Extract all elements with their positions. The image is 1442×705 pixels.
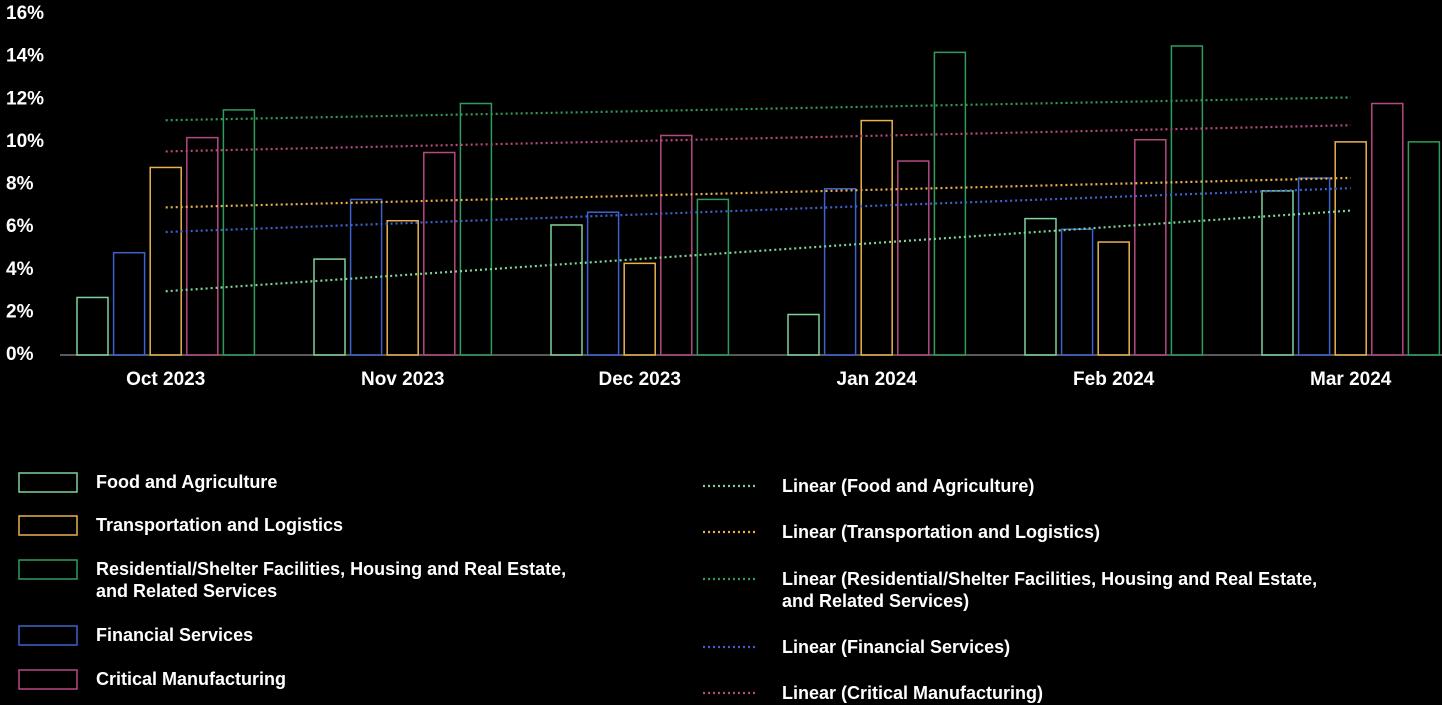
bar [1060, 228, 1094, 356]
x-tick-label: Mar 2024 [1310, 369, 1392, 390]
bar [897, 160, 930, 356]
trendline [165, 209, 1351, 293]
bar [586, 211, 620, 356]
trendline [165, 124, 1351, 153]
legend-label: Critical Manufacturing [96, 669, 287, 689]
trendline [165, 187, 1351, 234]
y-tick-label: 8% [6, 174, 34, 195]
y-tick-label: 4% [6, 259, 34, 280]
bar [823, 188, 857, 356]
x-tick-label: Dec 2023 [598, 369, 680, 390]
legend-label: Financial Services [96, 625, 254, 645]
bar [222, 109, 256, 356]
bar [1024, 217, 1057, 356]
bar [1407, 141, 1441, 356]
y-tick-label: 10% [6, 131, 44, 152]
bar [1097, 241, 1130, 356]
x-tick-label: Oct 2023 [126, 369, 205, 390]
bar [386, 219, 419, 356]
bar [1371, 102, 1404, 356]
y-tick-label: 0% [6, 344, 34, 365]
legend-trend-label: Linear (Financial Services) [782, 637, 1011, 657]
bar [1334, 141, 1367, 356]
y-tick-label: 6% [6, 216, 34, 237]
legend-swatch [18, 669, 78, 690]
x-tick-label: Jan 2024 [837, 369, 918, 390]
legend-trend-label: Linear (Critical Manufacturing) [782, 683, 1044, 703]
bar [186, 136, 219, 356]
bar [1261, 190, 1294, 356]
bar [550, 224, 583, 356]
y-tick-label: 12% [6, 88, 44, 109]
y-tick-label: 14% [6, 46, 44, 67]
bar [860, 119, 893, 356]
bar [459, 102, 493, 356]
bar [1134, 138, 1167, 356]
bar [76, 296, 109, 356]
legend-trend-label: Linear (Residential/Shelter Facilities, … [782, 569, 1318, 611]
bar [1170, 45, 1204, 356]
legend-swatch [18, 515, 78, 536]
legend-trend-label: Linear (Transportation and Logistics) [782, 522, 1101, 542]
bar [1297, 177, 1331, 356]
bar [423, 151, 456, 356]
legend-swatch [18, 472, 78, 493]
x-tick-label: Nov 2023 [361, 369, 444, 390]
x-tick-label: Feb 2024 [1073, 369, 1155, 390]
legend-label: Transportation and Logistics [96, 515, 344, 535]
bar [313, 258, 346, 356]
y-tick-label: 2% [6, 301, 34, 322]
y-tick-label: 16% [6, 3, 44, 24]
legend-swatch [18, 625, 78, 646]
trendline [165, 176, 1351, 209]
bar [787, 313, 820, 356]
legend-label: Residential/Shelter Facilities, Housing … [96, 559, 567, 601]
legend-trend-label: Linear (Food and Agriculture) [782, 476, 1035, 496]
bar [149, 166, 182, 356]
bar [112, 251, 146, 356]
bar [660, 134, 693, 356]
bar [696, 198, 730, 356]
legend-label: Food and Agriculture [96, 472, 278, 492]
legend-swatch [18, 559, 78, 580]
bar [623, 262, 656, 356]
trendline [165, 96, 1351, 122]
bar [933, 51, 967, 356]
